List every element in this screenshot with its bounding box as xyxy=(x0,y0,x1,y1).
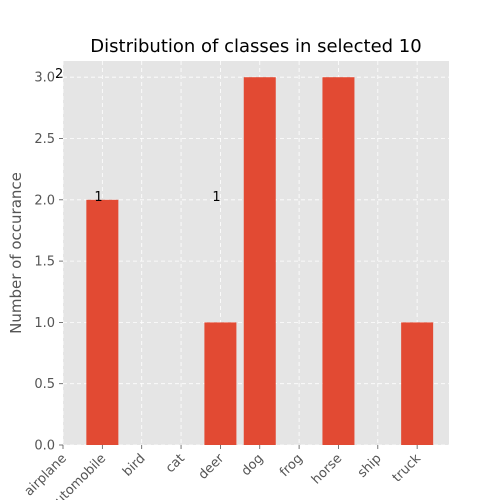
y-axis-ticks: 0.0 0.5 1.0 1.5 2.0 2.5 3.0 xyxy=(34,71,63,454)
x-tick-label: bird xyxy=(120,451,148,479)
y-tick-label: 2.5 xyxy=(34,132,55,147)
y-tick-label: 0.0 xyxy=(34,439,55,454)
x-tick-label: truck xyxy=(390,451,425,486)
x-tick-label: deer xyxy=(196,451,228,483)
data-label: 1 xyxy=(94,190,102,205)
bar-horse xyxy=(322,77,355,445)
x-tick-label: dog xyxy=(239,451,267,479)
x-tick-label: frog xyxy=(277,451,306,480)
x-tick-label: ship xyxy=(355,451,385,481)
x-tick-label: horse xyxy=(309,451,345,487)
bar-automobile xyxy=(86,199,119,445)
x-tick-label: cat xyxy=(163,451,188,476)
y-tick-label: 3.0 xyxy=(34,71,55,86)
data-label: 2 xyxy=(55,67,63,82)
y-axis-label: Number of occurance xyxy=(7,172,25,334)
chart-title: Distribution of classes in selected 10 xyxy=(90,36,421,57)
bars xyxy=(86,77,434,445)
bar-truck xyxy=(401,322,434,445)
y-tick-label: 1.5 xyxy=(34,255,55,270)
y-tick-label: 2.0 xyxy=(34,193,55,208)
bar-deer xyxy=(204,322,237,445)
y-tick-label: 0.5 xyxy=(34,377,55,392)
bar-dog xyxy=(243,77,276,445)
annotations: 2 1 1 xyxy=(55,67,221,205)
y-tick-label: 1.0 xyxy=(34,316,55,331)
data-label: 1 xyxy=(212,190,220,205)
